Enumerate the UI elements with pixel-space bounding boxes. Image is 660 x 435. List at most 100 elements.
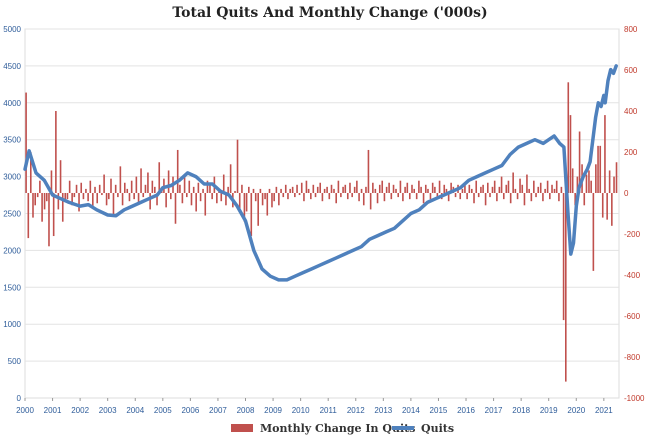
bar bbox=[225, 193, 227, 206]
bar bbox=[216, 193, 218, 204]
bar bbox=[126, 188, 129, 193]
bar bbox=[248, 186, 250, 193]
bar bbox=[80, 182, 83, 193]
legend-bar-label: Monthly Change In Quits bbox=[260, 422, 415, 435]
bar bbox=[75, 184, 78, 193]
bar bbox=[344, 184, 347, 193]
left-tick-label: 4500 bbox=[3, 62, 21, 71]
bar bbox=[496, 193, 498, 202]
bar bbox=[595, 164, 597, 193]
bar bbox=[271, 193, 273, 208]
bar bbox=[130, 180, 133, 193]
bar bbox=[562, 193, 565, 321]
bar bbox=[32, 193, 34, 218]
x-tick-label: 2016 bbox=[457, 406, 475, 415]
bar bbox=[461, 188, 464, 193]
bar bbox=[560, 186, 563, 193]
bar bbox=[103, 174, 105, 193]
bar bbox=[395, 188, 397, 193]
bar bbox=[358, 193, 360, 202]
x-tick-label: 2011 bbox=[320, 406, 338, 415]
bar bbox=[415, 193, 418, 200]
bar bbox=[360, 188, 363, 193]
left-axis-ticks: 0 500 1000 1500 2000 2500 3000 3500 4000 4500 5000 bbox=[3, 25, 21, 403]
bar bbox=[491, 186, 494, 193]
bar bbox=[565, 193, 567, 382]
bar bbox=[78, 193, 80, 212]
bar bbox=[390, 193, 393, 200]
bar bbox=[241, 184, 243, 193]
x-tick-label: 2021 bbox=[595, 406, 613, 415]
bar bbox=[422, 193, 425, 204]
left-tick-label: 1500 bbox=[3, 283, 21, 292]
bar bbox=[261, 193, 264, 206]
bar bbox=[484, 193, 487, 206]
bar bbox=[340, 193, 342, 198]
bar bbox=[519, 178, 521, 193]
bar bbox=[278, 193, 280, 206]
bar bbox=[259, 188, 262, 193]
bar bbox=[450, 182, 452, 193]
bar bbox=[185, 193, 188, 198]
bar bbox=[578, 131, 581, 193]
bar bbox=[590, 180, 592, 193]
bar bbox=[195, 193, 197, 212]
bar bbox=[385, 186, 388, 193]
bar bbox=[144, 184, 147, 193]
bar bbox=[381, 180, 384, 193]
bar bbox=[39, 180, 41, 193]
bar bbox=[447, 193, 450, 202]
bar bbox=[112, 193, 115, 216]
bar bbox=[413, 188, 416, 193]
bar bbox=[209, 184, 211, 193]
bar bbox=[303, 193, 305, 202]
right-tick-label: -600 bbox=[624, 312, 641, 321]
bar bbox=[486, 182, 489, 193]
bar bbox=[597, 145, 599, 193]
bar bbox=[606, 193, 608, 220]
bar bbox=[411, 184, 413, 193]
bar bbox=[137, 193, 140, 204]
bar bbox=[542, 193, 544, 202]
bar bbox=[427, 188, 429, 193]
bar bbox=[52, 193, 55, 237]
right-axis-ticks: -1000 -800 -600 -400 -200 0 200 400 600 800 bbox=[624, 25, 645, 403]
bar bbox=[27, 193, 30, 239]
bar bbox=[323, 188, 326, 193]
right-tick-label: 0 bbox=[624, 189, 629, 198]
bar bbox=[468, 184, 471, 193]
bar bbox=[601, 193, 604, 218]
bar bbox=[528, 188, 530, 193]
bar bbox=[192, 186, 195, 193]
left-tick-label: 4000 bbox=[3, 99, 21, 108]
right-tick-label: 800 bbox=[624, 25, 638, 34]
bar bbox=[546, 180, 549, 193]
bar bbox=[383, 193, 386, 202]
bar bbox=[133, 193, 135, 200]
bar bbox=[402, 193, 404, 202]
bar bbox=[282, 193, 285, 198]
legend: Monthly Change In Quits Quits bbox=[231, 422, 454, 435]
bar bbox=[535, 193, 537, 198]
bar bbox=[165, 193, 167, 208]
bar bbox=[367, 149, 370, 193]
bar bbox=[369, 193, 372, 210]
quits-line bbox=[23, 64, 618, 282]
bar bbox=[378, 184, 381, 193]
bar bbox=[576, 176, 579, 193]
bar bbox=[174, 193, 177, 224]
bar bbox=[312, 184, 315, 193]
bar bbox=[296, 184, 298, 193]
bar bbox=[466, 193, 468, 200]
bar bbox=[68, 180, 71, 193]
bar bbox=[66, 193, 69, 200]
bar bbox=[273, 193, 275, 202]
bar bbox=[29, 152, 32, 193]
bar bbox=[41, 193, 43, 222]
line-series-quits bbox=[23, 64, 618, 282]
bar bbox=[85, 188, 87, 193]
bar bbox=[533, 180, 535, 193]
bar bbox=[599, 145, 602, 193]
x-tick-label: 2006 bbox=[181, 406, 199, 415]
bar bbox=[158, 162, 161, 193]
